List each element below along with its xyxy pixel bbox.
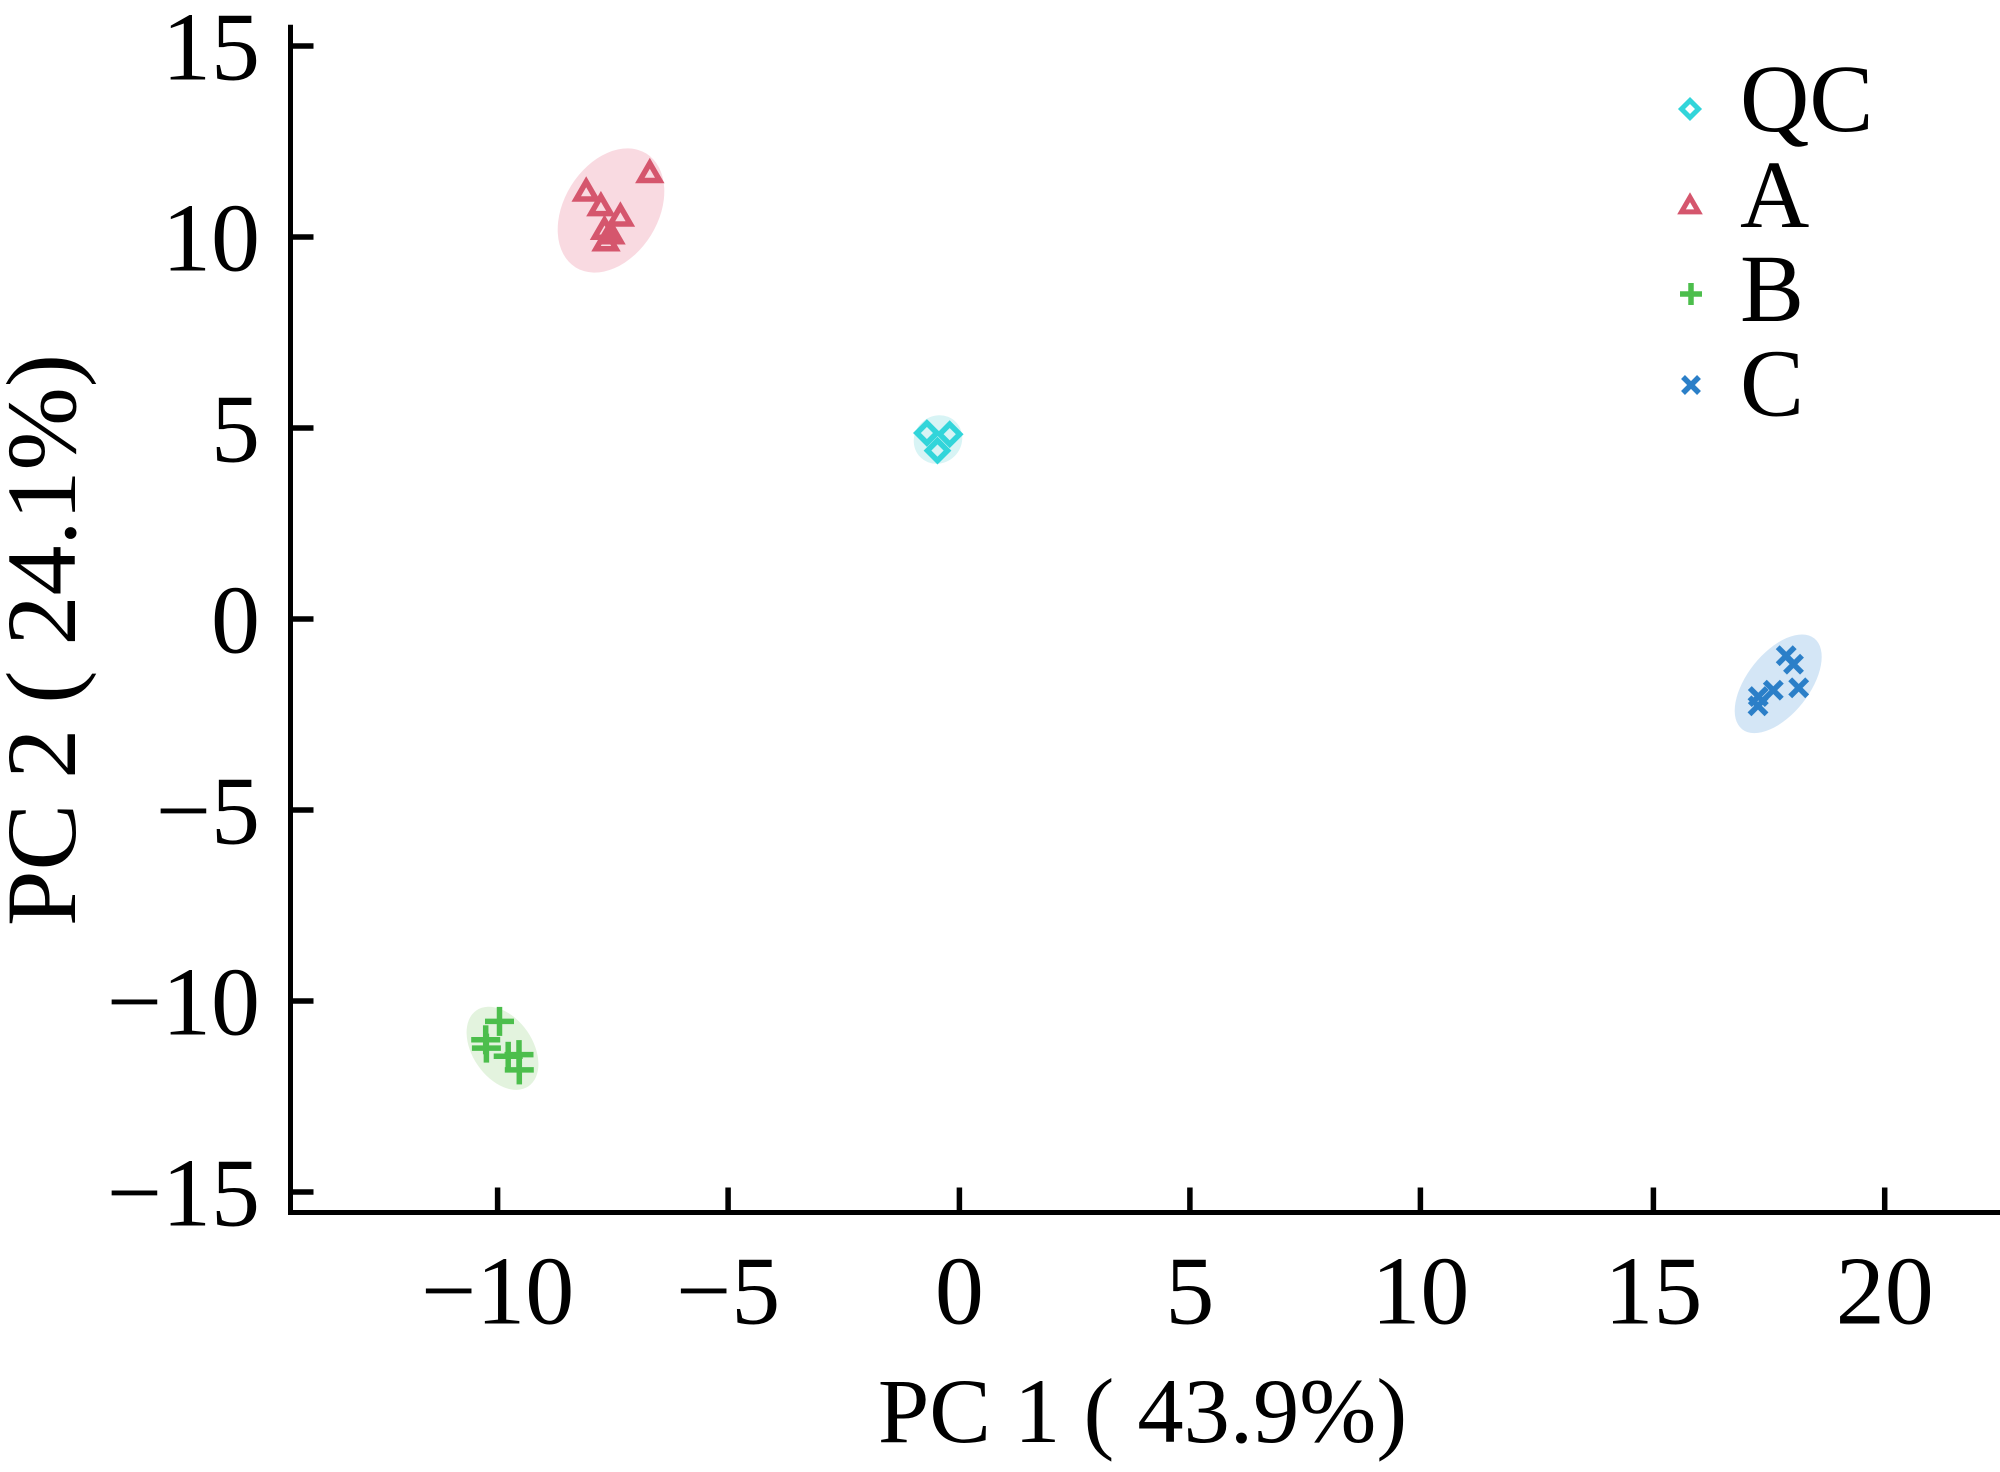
svg-text:−10: −10 xyxy=(421,1238,574,1346)
svg-text:−5: −5 xyxy=(676,1238,780,1346)
svg-text:PC 2 ( 24.1%): PC 2 ( 24.1%) xyxy=(0,354,97,926)
svg-text:0: 0 xyxy=(211,567,260,675)
svg-text:10: 10 xyxy=(1371,1238,1469,1346)
svg-text:C: C xyxy=(1740,329,1804,436)
svg-text:20: 20 xyxy=(1836,1238,1934,1346)
svg-text:15: 15 xyxy=(1604,1238,1702,1346)
svg-text:15: 15 xyxy=(162,0,260,102)
svg-text:−5: −5 xyxy=(156,758,260,866)
svg-text:A: A xyxy=(1740,141,1809,248)
svg-text:−15: −15 xyxy=(107,1140,260,1248)
svg-text:QC: QC xyxy=(1740,45,1873,152)
svg-text:5: 5 xyxy=(1165,1238,1214,1346)
svg-text:B: B xyxy=(1740,235,1804,342)
svg-text:5: 5 xyxy=(211,376,260,484)
svg-text:0: 0 xyxy=(935,1238,984,1346)
svg-text:−10: −10 xyxy=(107,949,260,1057)
svg-text:PC 1 ( 43.9%): PC 1 ( 43.9%) xyxy=(878,1361,1407,1463)
svg-text:10: 10 xyxy=(162,185,260,293)
